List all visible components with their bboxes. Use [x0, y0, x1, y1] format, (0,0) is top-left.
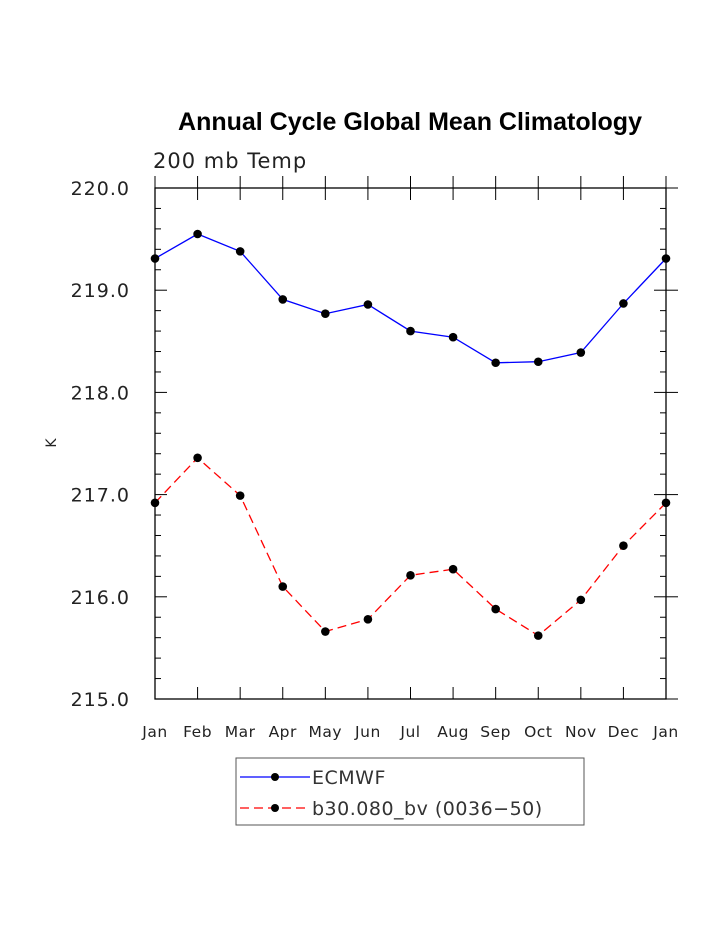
legend: ECMWF b30.080_bv (0036−50): [235, 757, 585, 826]
data-point: [321, 627, 330, 636]
x-tick-label: May: [309, 723, 343, 741]
series-layer: [150, 229, 671, 640]
plot-frame: [154, 187, 667, 700]
y-tick-label: 217.0: [71, 485, 130, 507]
data-point: [491, 604, 500, 614]
x-tick-label: Sep: [480, 723, 511, 741]
legend-box: [235, 757, 585, 826]
y-tick-labels: 215.0 216.0 217.0 218.0 219.0 220.0: [71, 178, 130, 711]
chart-subtitle: 200 mb Temp: [153, 149, 307, 173]
data-point: [491, 358, 500, 368]
data-point: [619, 299, 628, 308]
series-line-1: [154, 456, 667, 637]
x-tick-label: Nov: [565, 723, 597, 741]
data-point: [533, 357, 543, 367]
data-point: [193, 229, 202, 239]
y-tick-label: 215.0: [71, 689, 130, 711]
data-point: [576, 348, 586, 357]
x-tick-label: Aug: [437, 723, 469, 741]
data-point: [278, 295, 288, 304]
legend-marker-ecmwf: [271, 773, 279, 781]
y-tick-label: 216.0: [71, 587, 130, 609]
legend-label-b30: b30.080_bv (0036−50): [312, 798, 543, 820]
data-point: [448, 564, 458, 574]
legend-marker-b30: [271, 804, 279, 812]
x-tick-label: Jan: [141, 723, 167, 741]
data-point: [235, 491, 245, 500]
data-point: [321, 309, 330, 319]
axis-ticks: [154, 176, 678, 700]
y-tick-label: 218.0: [71, 382, 130, 404]
x-tick-label: Jun: [354, 723, 381, 741]
x-tick-label: Dec: [608, 723, 640, 741]
y-tick-label: 220.0: [71, 178, 130, 200]
x-tick-label: Apr: [269, 723, 297, 741]
data-point: [661, 498, 671, 508]
legend-label-ecmwf: ECMWF: [312, 767, 386, 789]
x-tick-labels: Jan Feb Mar Apr May Jun Jul Aug Sep Oct Nov Dec Jan: [141, 723, 678, 741]
data-point: [619, 541, 628, 550]
data-point: [406, 571, 415, 580]
x-tick-label: Feb: [183, 723, 212, 741]
series-line-0: [154, 233, 667, 364]
x-tick-label: Jul: [399, 723, 420, 741]
data-point: [278, 582, 288, 591]
x-tick-label: Jan: [652, 723, 678, 741]
data-point: [533, 631, 543, 640]
data-point: [406, 326, 415, 336]
data-point: [235, 247, 245, 256]
y-axis-label: K: [44, 438, 60, 448]
data-point: [150, 254, 160, 263]
x-tick-label: Oct: [524, 723, 552, 741]
y-tick-label: 219.0: [71, 280, 130, 302]
data-point: [193, 453, 202, 463]
x-tick-label: Mar: [225, 723, 256, 741]
chart-title: Annual Cycle Global Mean Climatology: [178, 108, 642, 136]
data-point: [150, 498, 160, 508]
data-point: [448, 332, 458, 342]
data-point: [661, 254, 671, 263]
data-point: [363, 614, 373, 624]
data-point: [576, 595, 586, 605]
data-point: [363, 300, 373, 309]
